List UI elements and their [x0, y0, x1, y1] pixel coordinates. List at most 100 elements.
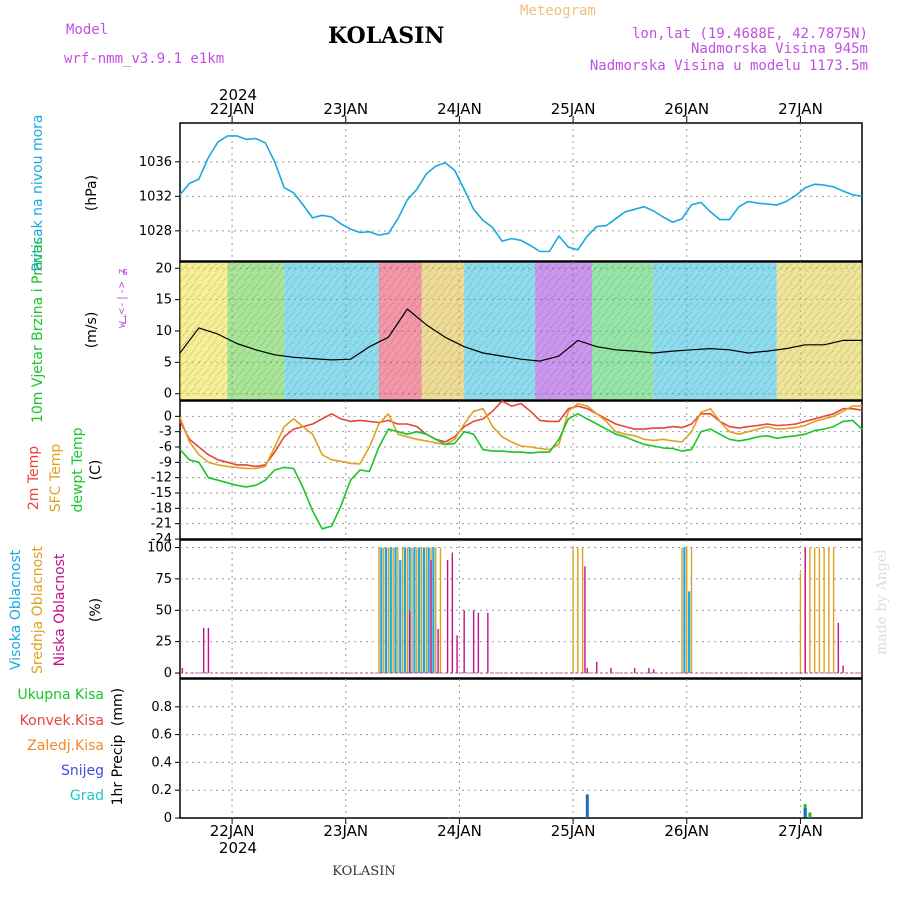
y-tick-label: 1032 — [139, 189, 172, 204]
model-altitude-label: Nadmorska Visina u modelu 1173.5m — [590, 58, 868, 74]
wind-barb — [684, 330, 693, 339]
wind-barb — [257, 368, 267, 377]
wind-barb — [833, 368, 842, 377]
wind-barb — [243, 273, 253, 282]
wind-barb — [698, 358, 707, 368]
wind-barb — [634, 349, 643, 358]
wind-barb — [705, 368, 714, 377]
wind-barb — [591, 320, 601, 330]
wind-barb — [662, 387, 672, 396]
wind-barb — [677, 387, 686, 396]
wind-barb — [613, 282, 622, 292]
wind-barb — [243, 349, 253, 358]
wind-barb — [535, 349, 544, 358]
wind-barb — [634, 292, 643, 301]
wind-barb — [705, 320, 714, 330]
wind-barb — [222, 358, 231, 368]
wind-barb — [563, 292, 572, 301]
wind-barb — [194, 358, 203, 368]
wind-barb — [712, 282, 721, 292]
wind-barb — [208, 368, 217, 377]
wind-barb — [414, 273, 423, 282]
year-bottom: 2024 — [219, 839, 257, 857]
y-tick-label: 0 — [164, 387, 172, 402]
wind-barb — [691, 368, 700, 377]
wind-barb — [527, 339, 537, 349]
wind-barb — [847, 301, 856, 311]
wind-barb — [527, 311, 537, 320]
wind-barb — [478, 349, 487, 358]
wind-barb — [208, 320, 217, 330]
wind-band — [421, 263, 465, 399]
wind-barb — [620, 273, 629, 282]
wind-barb — [449, 330, 459, 339]
wind-barb — [371, 263, 380, 273]
wind-barb — [783, 339, 793, 349]
wind-barb — [556, 301, 565, 311]
wind-barb — [556, 358, 565, 368]
wind-barb — [435, 358, 444, 368]
wind-barb — [833, 377, 842, 387]
wind-barb — [797, 292, 807, 301]
wind-barb — [719, 273, 729, 282]
pressure-unit: (hPa) — [84, 175, 100, 211]
wind-barb — [492, 368, 501, 377]
wind-barb — [598, 292, 608, 301]
wind-barb — [478, 358, 487, 368]
wind-barb — [698, 377, 707, 387]
wind-barb — [364, 387, 373, 396]
wind-barb — [655, 339, 665, 349]
wind-barb — [627, 301, 636, 311]
wind-barb — [456, 339, 466, 349]
wind-barb — [194, 368, 203, 377]
wind-barb — [833, 301, 842, 311]
wind-barb — [421, 339, 430, 349]
wind-barb — [591, 377, 601, 387]
wind-barb — [343, 292, 352, 301]
wind-barb — [194, 301, 203, 311]
wind-barb — [620, 339, 629, 349]
wind-barb — [286, 282, 295, 292]
wind-barb — [748, 377, 757, 387]
wind-barb — [662, 358, 672, 368]
wind-barb — [783, 330, 793, 339]
wind-barb — [570, 377, 579, 387]
wind-barb — [336, 263, 345, 273]
wind-barb — [265, 292, 274, 301]
wind-barb — [670, 387, 679, 396]
wind-barb — [236, 358, 246, 368]
wind-barb — [684, 292, 693, 301]
wind-barb — [812, 377, 821, 387]
wind-barb — [279, 301, 288, 311]
wind-barb — [726, 387, 736, 396]
wind-barb — [343, 263, 352, 273]
wind-barb — [485, 320, 494, 330]
wind-barb — [421, 301, 430, 311]
wind-barb — [208, 311, 217, 320]
wind-barb — [677, 301, 686, 311]
wind-barb — [371, 349, 380, 358]
wind-barb — [243, 358, 253, 368]
wind-barb — [449, 368, 459, 377]
wind-barb — [598, 263, 608, 273]
wind-barb — [641, 282, 650, 292]
wind-barb — [733, 330, 743, 339]
y-tick-label: 15 — [155, 293, 172, 308]
wind-barb — [215, 377, 224, 387]
wind-barb — [769, 292, 778, 301]
wind-barb — [506, 349, 515, 358]
wind-barb — [407, 292, 416, 301]
pressure-title: Pritisak na nivou mora — [30, 114, 46, 271]
wind-title-1: 10m Vjetar Brzina i Pravac — [30, 237, 46, 423]
wind-barb — [215, 292, 224, 301]
wind-barb — [556, 311, 565, 320]
wind-barb — [350, 320, 359, 330]
wind-barb — [236, 368, 246, 377]
wind-barb — [293, 387, 302, 396]
wind-barb — [279, 273, 288, 282]
wind-barb — [492, 349, 501, 358]
wind-barb — [840, 292, 849, 301]
wind-barb — [670, 282, 679, 292]
wind-barb — [741, 358, 750, 368]
wind-barb — [201, 387, 210, 396]
